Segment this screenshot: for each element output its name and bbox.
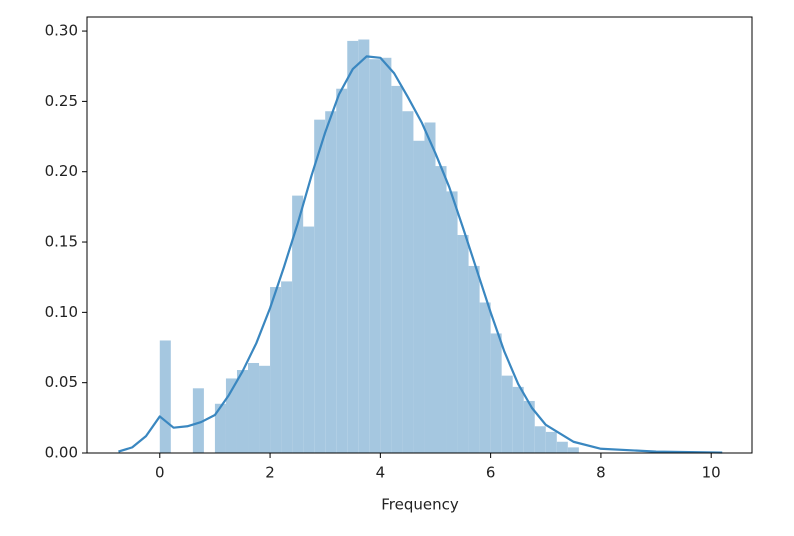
bar xyxy=(435,166,447,454)
y-tick-label: 0.10 xyxy=(45,303,78,321)
bar xyxy=(236,370,249,453)
bar xyxy=(545,431,557,453)
bar xyxy=(479,302,491,453)
bar xyxy=(567,447,579,453)
bar xyxy=(556,441,568,453)
bar xyxy=(270,287,282,453)
x-tick-label: 0 xyxy=(155,464,165,482)
x-tick-label: 2 xyxy=(265,464,275,482)
bar xyxy=(325,111,337,453)
bar xyxy=(501,375,513,453)
bar xyxy=(248,362,260,453)
bar xyxy=(369,59,381,454)
bar xyxy=(380,57,392,453)
bar xyxy=(468,265,480,453)
bar xyxy=(159,340,171,453)
bar xyxy=(490,333,502,453)
y-tick-label: 0.15 xyxy=(45,233,78,251)
kde-line xyxy=(118,55,723,454)
x-axis-label: Frequency xyxy=(381,496,459,514)
plot-frame xyxy=(86,16,753,454)
x-tick-label: 6 xyxy=(486,464,496,482)
bar xyxy=(336,88,348,453)
bar xyxy=(446,191,458,453)
x-tick-label: 10 xyxy=(702,464,721,482)
bar xyxy=(314,119,326,454)
bar xyxy=(214,403,226,453)
bar xyxy=(413,140,425,453)
bar xyxy=(512,386,524,453)
bar xyxy=(192,388,204,453)
bar xyxy=(259,365,271,453)
bar xyxy=(303,226,315,453)
x-tick-label: 8 xyxy=(596,464,606,482)
bar xyxy=(281,281,293,453)
bar xyxy=(225,378,237,453)
bar xyxy=(347,40,359,454)
bar xyxy=(457,235,469,453)
y-tick-label: 0.00 xyxy=(45,444,78,462)
y-tick-label: 0.05 xyxy=(45,373,78,391)
bar xyxy=(358,39,370,453)
x-tick-label: 4 xyxy=(376,464,386,482)
bar xyxy=(523,400,535,453)
bar xyxy=(391,85,403,453)
bar xyxy=(402,111,414,453)
y-tick-label: 0.20 xyxy=(45,162,78,180)
y-tick-label: 0.30 xyxy=(45,22,78,40)
bar xyxy=(534,426,546,453)
bar xyxy=(424,122,436,453)
y-tick-label: 0.25 xyxy=(45,92,78,110)
bar xyxy=(292,195,304,453)
